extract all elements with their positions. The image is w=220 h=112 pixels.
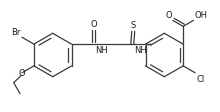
Text: O: O [165, 11, 172, 20]
Text: S: S [131, 21, 136, 30]
Text: NH: NH [134, 46, 147, 55]
Text: O: O [19, 69, 25, 78]
Text: NH: NH [95, 46, 108, 55]
Text: Cl: Cl [196, 74, 204, 83]
Text: OH: OH [194, 11, 207, 20]
Text: Br: Br [12, 28, 21, 37]
Text: O: O [90, 19, 97, 28]
